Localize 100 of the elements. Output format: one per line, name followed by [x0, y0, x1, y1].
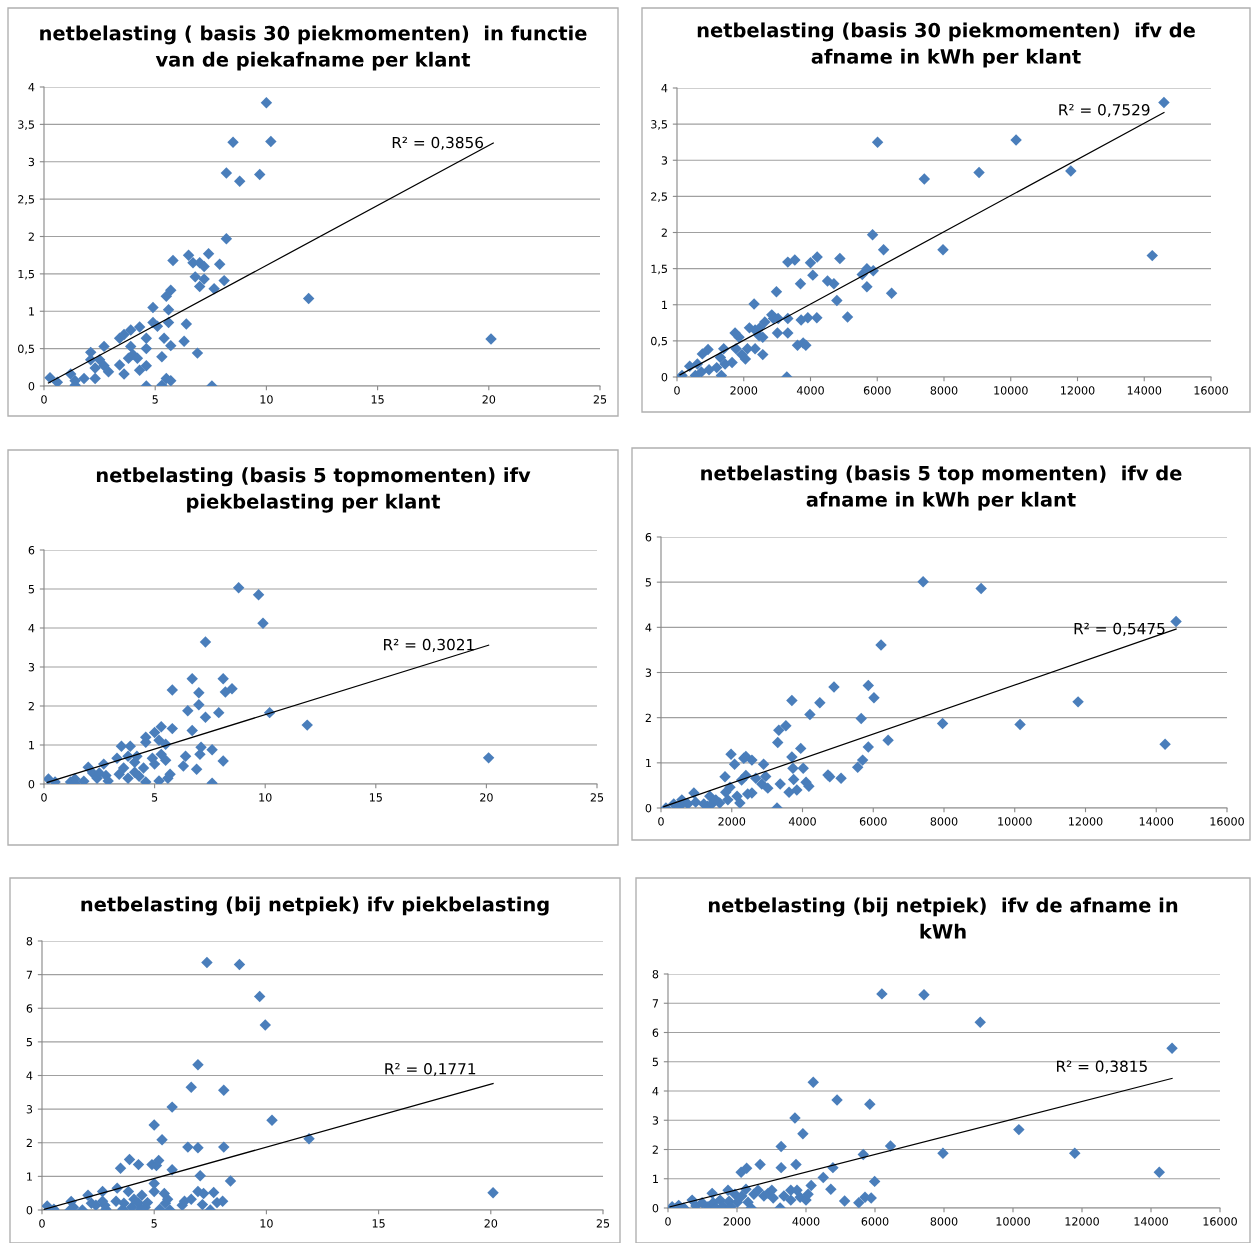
x-tick-label: 14000 [1139, 817, 1174, 826]
x-tick-label: 4000 [792, 1217, 820, 1226]
y-tick-label: 8 [652, 969, 659, 979]
y-tick-label: 3,5 [18, 120, 34, 130]
y-tick-label: 4 [26, 1071, 33, 1080]
y-tick-label: 0,5 [18, 344, 34, 355]
y-tick-label: 4 [28, 624, 35, 633]
y-tick-label: 5 [645, 578, 651, 587]
y-tick-label: 3 [28, 662, 35, 672]
chart-title: netbelasting (bij netpiek) ifv de afname in kWh [708, 897, 1178, 939]
x-tick-label: 2000 [730, 386, 758, 395]
x-tick-label: 25 [593, 395, 607, 404]
x-tick-label: 20 [484, 1219, 498, 1228]
x-tick-label: 12000 [1061, 386, 1095, 395]
x-tick-label: 20 [480, 793, 493, 802]
y-tick-label: 1 [662, 300, 667, 309]
x-tick-label: 0 [39, 1219, 45, 1228]
y-tick-label: 4 [28, 83, 35, 92]
x-tick-label: 2000 [718, 817, 746, 826]
x-tick-label: 14000 [1127, 386, 1162, 395]
x-tick-label: 10000 [994, 386, 1028, 395]
x-tick-label: 8000 [930, 817, 958, 826]
x-tick-label: 5 [151, 1219, 157, 1228]
annotation: R² = 0,3856 [392, 136, 484, 150]
x-tick-label: 10 [260, 395, 273, 404]
chart-title: netbelasting (basis 30 piekmomenten) ifv de afname in kWh per klant [697, 22, 1195, 68]
x-tick-label: 15 [371, 395, 384, 404]
y-tick-label: 3 [645, 668, 652, 677]
y-tick-label: 1,5 [18, 270, 34, 280]
y-tick-label: 1 [29, 307, 34, 316]
x-tick-label: 16000 [1194, 386, 1228, 395]
annotation: R² = 0,3815 [1057, 1060, 1147, 1074]
y-tick-label: 3 [26, 1105, 33, 1114]
y-tick-label: 5 [26, 1038, 32, 1047]
chart-title: netbelasting (basis 5 topmomenten) ifv piekbelasting per klant [96, 467, 531, 513]
x-tick-label: 14000 [1134, 1217, 1168, 1226]
x-tick-label: 4000 [788, 817, 816, 826]
x-tick-label: 20 [482, 395, 496, 404]
x-tick-label: 6000 [861, 1217, 889, 1226]
annotation: R² = 0,7529 [1059, 104, 1150, 118]
y-tick-label: 2 [26, 1138, 32, 1147]
y-tick-label: 0 [28, 779, 35, 789]
y-tick-label: 1 [27, 1172, 32, 1181]
x-tick-label: 15 [369, 793, 382, 802]
y-tick-label: 3 [28, 157, 35, 167]
x-tick-label: 12000 [1069, 817, 1103, 826]
y-tick-label: 2,5 [651, 192, 667, 202]
x-tick-label: 8000 [930, 386, 958, 395]
x-tick-label: 25 [590, 793, 604, 802]
y-tick-label: 4 [645, 623, 652, 632]
y-tick-label: 3 [661, 156, 668, 165]
y-tick-label: 0 [26, 1205, 33, 1215]
y-tick-label: 1,5 [651, 264, 667, 275]
x-tick-label: 10000 [998, 817, 1032, 826]
y-tick-label: 1 [29, 741, 34, 750]
y-tick-label: 6 [645, 532, 652, 542]
x-tick-label: 8000 [930, 1217, 958, 1226]
y-tick-label: 1 [646, 758, 651, 768]
y-tick-label: 4 [661, 84, 668, 93]
y-tick-label: 8 [26, 936, 33, 946]
x-tick-label: 5 [152, 395, 158, 404]
y-tick-label: 4 [652, 1087, 659, 1096]
y-tick-label: 6 [28, 545, 35, 555]
y-tick-label: 2 [661, 228, 667, 237]
annotation: R² = 0,1771 [385, 1063, 476, 1077]
y-tick-label: 2,5 [18, 195, 34, 205]
y-tick-label: 2 [28, 701, 34, 711]
x-tick-label: 0 [41, 395, 47, 404]
x-tick-label: 16000 [1210, 817, 1244, 826]
y-tick-label: 2 [28, 232, 34, 241]
x-tick-label: 0 [674, 386, 680, 395]
y-tick-label: 0 [645, 803, 652, 813]
y-tick-label: 0,5 [651, 336, 667, 347]
x-tick-label: 12000 [1065, 1217, 1099, 1226]
y-tick-label: 5 [28, 585, 34, 594]
y-tick-label: 1 [653, 1174, 658, 1183]
x-tick-label: 4000 [796, 386, 824, 395]
chart-title: netbelasting (basis 5 top momenten) ifv de afname in kWh per klant [701, 465, 1182, 511]
chart-title: netbelasting (bij netpiek) ifv piekbelasting [81, 896, 549, 916]
x-tick-label: 25 [596, 1219, 610, 1228]
y-tick-label: 5 [652, 1057, 658, 1067]
y-tick-label: 2 [652, 1145, 658, 1154]
x-tick-label: 5 [151, 793, 158, 802]
x-tick-label: 10000 [996, 1217, 1030, 1226]
y-tick-label: 3 [652, 1116, 659, 1125]
y-tick-label: 7 [26, 970, 33, 979]
y-tick-label: 6 [26, 1004, 33, 1013]
annotation: R² = 0,5475 [1074, 622, 1165, 636]
x-tick-label: 10 [260, 1219, 273, 1228]
annotation: R² = 0,3021 [384, 638, 474, 652]
x-tick-label: 10 [259, 793, 272, 802]
y-tick-label: 0 [652, 1203, 659, 1213]
x-tick-label: 6000 [859, 817, 887, 826]
x-tick-label: 15 [372, 1219, 385, 1228]
y-tick-label: 2 [645, 713, 651, 722]
y-tick-label: 3,5 [651, 120, 667, 130]
y-tick-label: 7 [652, 999, 659, 1008]
chart-title: netbelasting ( basis 30 piekmomenten) in functie van de piekafname per klant [40, 25, 587, 71]
y-tick-label: 6 [652, 1028, 659, 1037]
x-tick-label: 2000 [723, 1217, 751, 1226]
